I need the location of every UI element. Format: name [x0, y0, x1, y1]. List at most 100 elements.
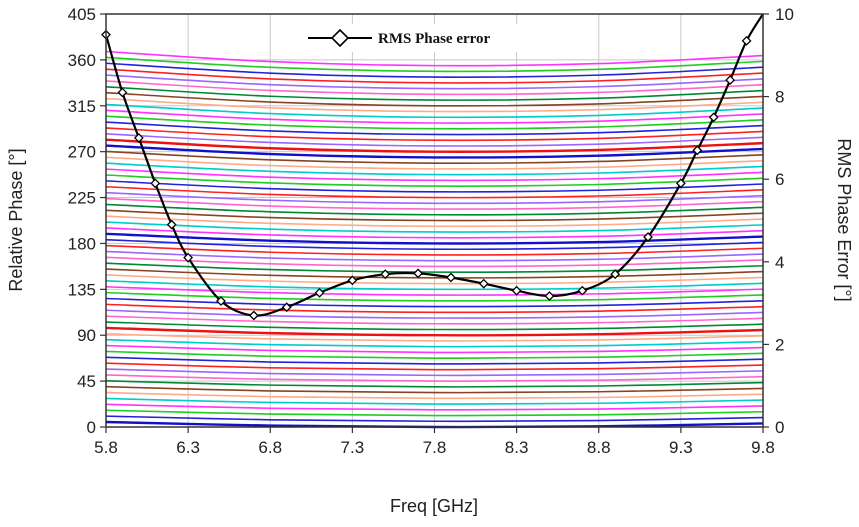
rms-point-21 [692, 145, 703, 156]
rms-point-15 [511, 285, 522, 296]
phase-state-line-3 [105, 403, 764, 411]
phase-state-line-25 [105, 274, 764, 285]
y-tick-label-0: 0 [87, 418, 96, 437]
rms-point-11 [380, 269, 391, 280]
phase-state-line-59 [105, 74, 764, 90]
phase-state-line-12 [105, 350, 764, 360]
phase-state-line-42 [105, 174, 764, 187]
rms-point-19 [643, 232, 653, 242]
phase-state-line-49 [105, 133, 764, 147]
legend: RMS Phase error [300, 24, 540, 52]
rms-series [101, 13, 764, 321]
phase-state-line-58 [105, 80, 764, 96]
rms-point-7 [248, 310, 259, 321]
phase-state-line-13 [105, 344, 764, 354]
rms-point-23 [725, 75, 736, 85]
y2-tick-label-5: 10 [775, 5, 794, 24]
y-tick-label-7: 315 [68, 97, 96, 116]
phase-state-line-44 [105, 162, 764, 176]
phase-state-line-20 [105, 303, 764, 314]
phase-state-line-61 [105, 62, 764, 78]
phase-state-line-41 [105, 180, 764, 193]
phase-state-line-19 [105, 309, 764, 319]
phase-state-line-9 [105, 368, 764, 377]
phase-state-line-47 [105, 144, 764, 159]
phase-state-line-37 [105, 203, 764, 216]
phase-state-line-17 [105, 321, 764, 331]
phase-state-line-53 [105, 109, 764, 124]
y-tick-label-2: 90 [77, 326, 96, 345]
x-tick-label-8: 9.8 [751, 438, 775, 457]
phase-state-line-33 [105, 227, 764, 239]
phase-state-line-43 [105, 168, 764, 182]
rms-point-18 [610, 269, 621, 280]
phase-state-line-7 [105, 380, 764, 388]
rms-point-4 [166, 219, 177, 230]
y2-axis-ticks: 0 2 4 6 8 10 [763, 5, 794, 437]
rms-point-6 [216, 296, 226, 306]
rms-point-17 [577, 285, 588, 296]
y2-tick-label-0: 0 [775, 418, 784, 437]
y2-tick-label-1: 2 [775, 335, 784, 354]
y-axis-ticks: 0 45 90 135 180 225 270 315 360 405 [68, 5, 106, 437]
phase-state-line-6 [105, 385, 764, 394]
rms-point-10 [347, 275, 358, 286]
rms-point-13 [446, 272, 456, 283]
phase-state-line-22 [105, 291, 764, 302]
x-tick-label-0: 5.8 [94, 438, 118, 457]
phase-state-line-57 [105, 85, 764, 101]
x-tick-label-3: 7.3 [341, 438, 365, 457]
y-tick-label-5: 225 [68, 189, 96, 208]
phase-state-line-62 [105, 56, 764, 73]
phase-state-line-46 [105, 150, 764, 165]
rms-point-14 [478, 278, 489, 289]
phase-state-line-29 [105, 250, 764, 262]
phase-state-line-14 [105, 338, 764, 348]
phase-state-line-23 [105, 285, 764, 296]
phase-state-line-11 [105, 356, 764, 365]
phase-state-line-38 [105, 197, 764, 210]
x-tick-label-7: 9.3 [669, 438, 693, 457]
rms-point-3 [150, 178, 161, 189]
phase-state-line-31 [105, 238, 764, 251]
phase-state-line-28 [105, 256, 764, 268]
phase-state-line-45 [105, 156, 764, 170]
phase-state-line-21 [105, 297, 764, 308]
x-tick-label-1: 6.3 [176, 438, 200, 457]
legend-label: RMS Phase error [378, 31, 491, 47]
y-tick-label-1: 45 [77, 372, 96, 391]
phase-state-line-60 [105, 68, 764, 84]
rms-point-22 [708, 112, 719, 123]
phase-state-line-51 [105, 121, 764, 136]
phase-state-line-32 [105, 232, 764, 245]
rms-point-12 [413, 268, 423, 279]
phase-state-line-30 [105, 244, 764, 256]
phase-state-line-4 [105, 397, 764, 405]
phase-state-line-50 [105, 127, 764, 142]
y-tick-label-6: 270 [68, 143, 96, 162]
phase-state-line-40 [105, 185, 764, 199]
phase-state-line-35 [105, 215, 764, 228]
rms-point-24 [741, 35, 752, 46]
rms-point-2 [133, 132, 144, 143]
phase-state-line-36 [105, 209, 764, 222]
phase-state-line-26 [105, 268, 764, 279]
rms-point-1 [117, 87, 128, 98]
phase-state-line-15 [105, 332, 764, 342]
phase-state-line-18 [105, 315, 764, 325]
y2-tick-label-4: 8 [775, 88, 784, 107]
y-axis-title: Relative Phase [°] [6, 148, 26, 291]
y2-tick-label-3: 6 [775, 170, 784, 189]
phase-state-line-2 [105, 409, 764, 417]
phase-state-lines [105, 50, 764, 429]
phase-state-line-52 [105, 115, 764, 130]
phase-state-line-27 [105, 262, 764, 273]
y2-axis-title: RMS Phase Error [°] [834, 138, 854, 301]
phase-state-line-55 [105, 97, 764, 113]
x-tick-label-5: 8.3 [505, 438, 529, 457]
rms-point-20 [675, 178, 686, 189]
phase-state-line-56 [105, 91, 764, 107]
x-tick-label-6: 8.8 [587, 438, 611, 457]
rms-point-8 [281, 302, 292, 313]
